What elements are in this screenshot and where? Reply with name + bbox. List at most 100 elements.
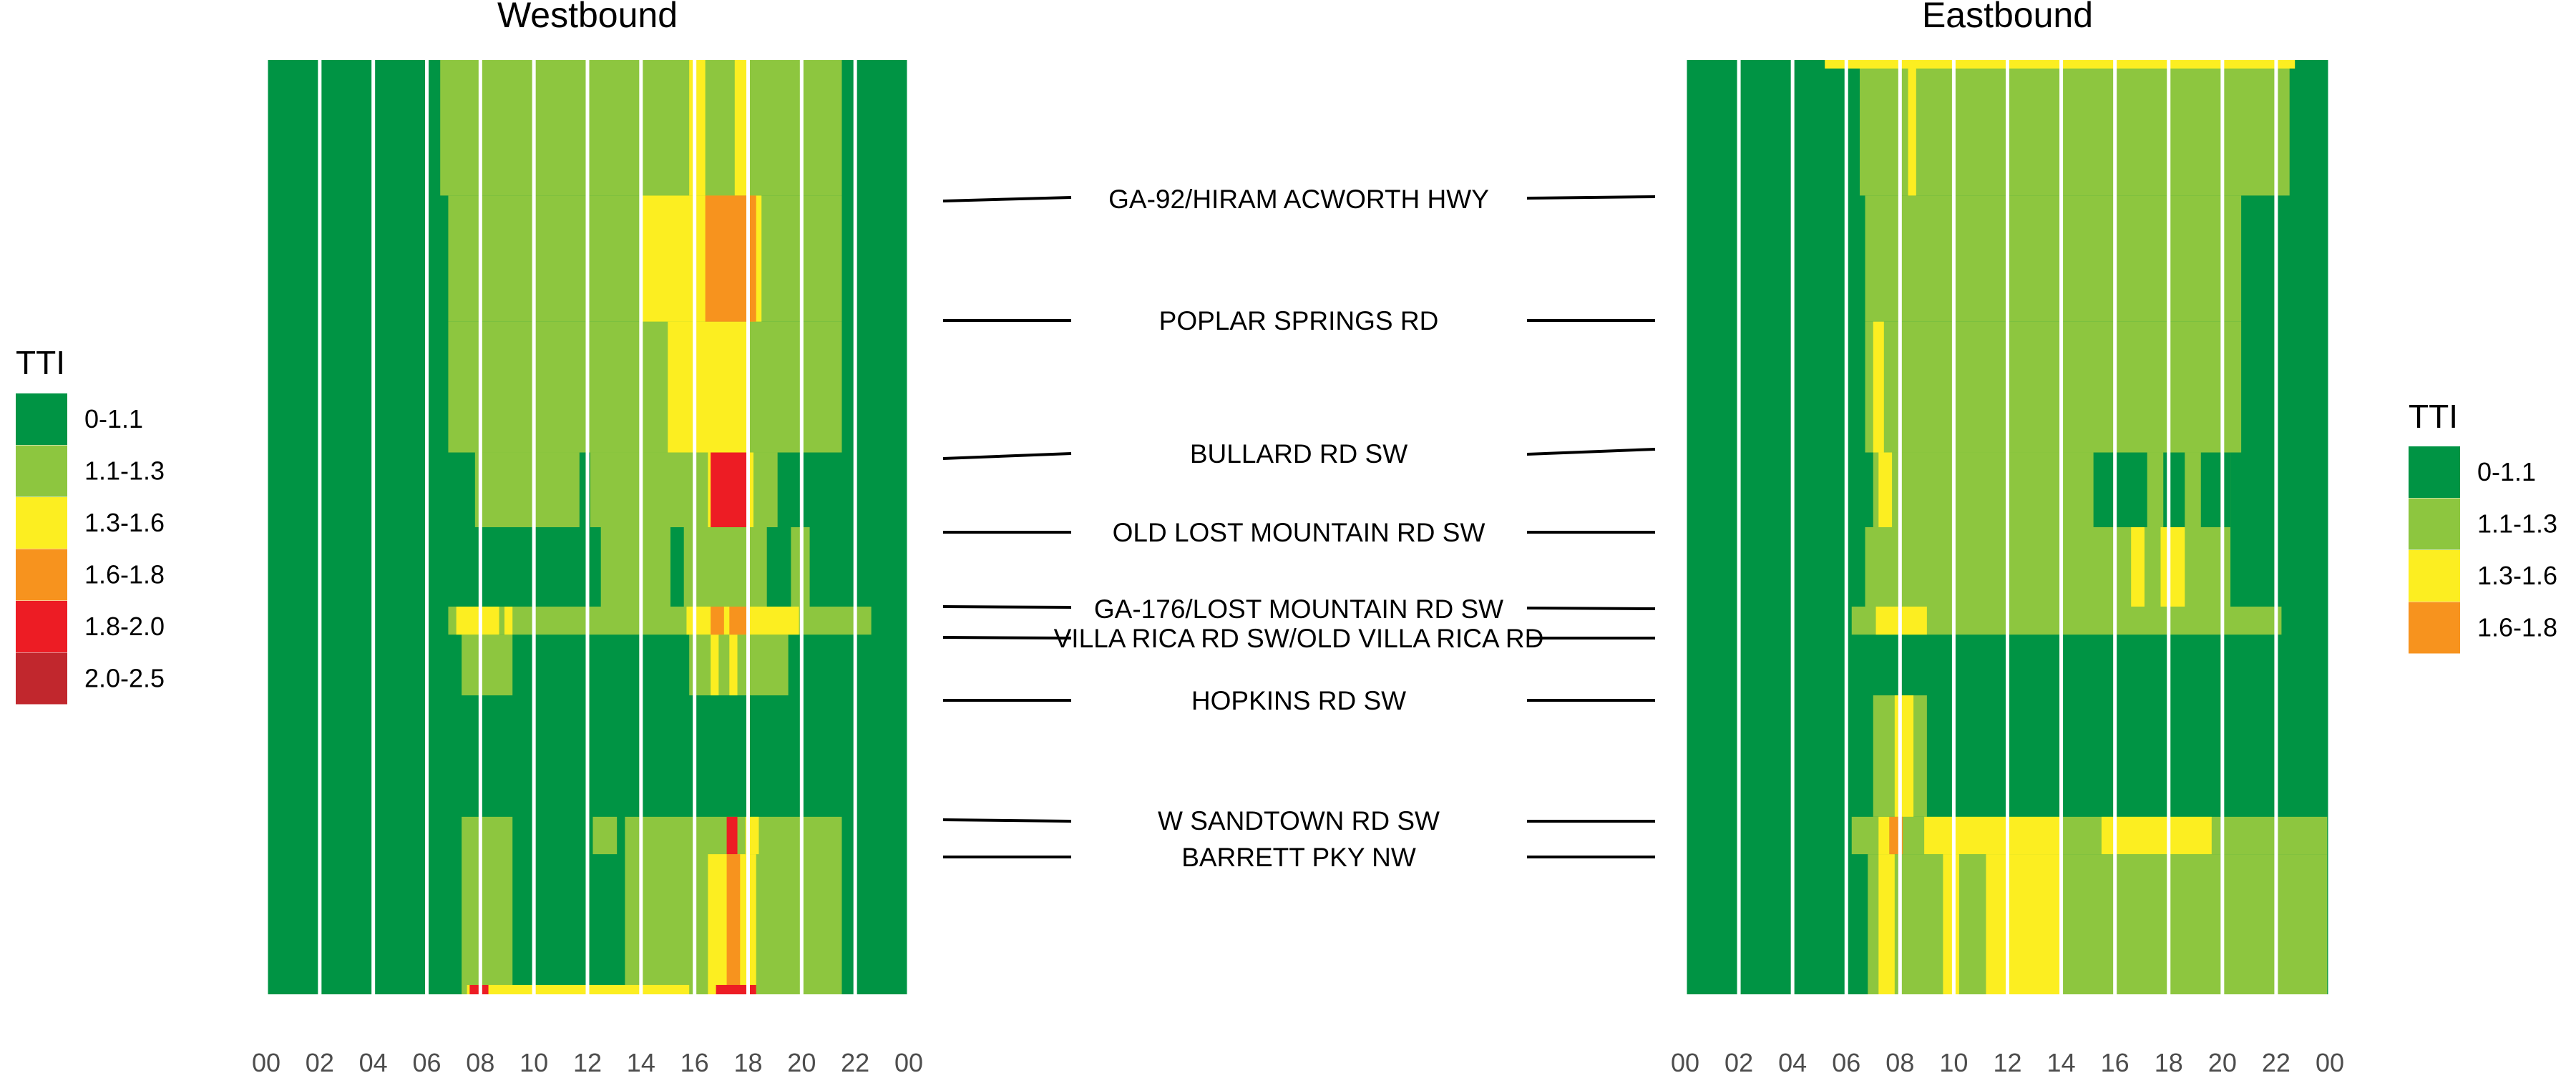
road-label: POPLAR SPRINGS RD: [1159, 306, 1439, 335]
x-tick-label: 00: [252, 1048, 280, 1073]
heatmap-cell: [1986, 854, 2062, 994]
legend-swatch: [16, 652, 67, 705]
heatmap-cell: [592, 816, 618, 855]
heatmap-cell: [1851, 816, 2328, 855]
x-tick-label: 04: [359, 1048, 388, 1073]
legend-label: 1.3-1.6: [2477, 561, 2557, 590]
x-tick-label: 12: [1993, 1048, 2021, 1073]
heatmap-cell: [668, 321, 748, 453]
panel-title: Westbound: [497, 0, 678, 35]
x-tick-label: 04: [1778, 1048, 1807, 1073]
heatmap-cell: [474, 452, 580, 527]
x-tick-label: 10: [1939, 1048, 1968, 1073]
heatmap-cell: [2200, 452, 2231, 527]
x-tick-label: 18: [2155, 1048, 2183, 1073]
heatmap-cell: [711, 607, 724, 635]
heatmap-cell: [716, 984, 756, 994]
heatmap-cell: [726, 854, 741, 994]
road-label: GA-92/HIRAM ACWORTH HWY: [1108, 185, 1489, 214]
road-leader-line-left: [942, 452, 1072, 460]
x-tick-label: 14: [627, 1048, 655, 1073]
road-leader-line-right: [1526, 195, 1656, 200]
heatmap-cell: [462, 816, 513, 994]
legend-label: 1.8-2.0: [84, 612, 165, 641]
x-tick-label: 16: [680, 1048, 709, 1073]
legend-label: 0-1.1: [84, 404, 143, 433]
heatmap-cell: [1868, 854, 2328, 994]
heatmap-cell: [448, 321, 842, 453]
heatmap-cell: [2093, 452, 2147, 527]
legend-swatch: [16, 393, 67, 445]
heatmap-cell: [734, 60, 748, 196]
road-label: OLD LOST MOUNTAIN RD SW: [1113, 518, 1485, 547]
heatmap-cell: [1878, 816, 1890, 855]
heatmap-cell: [729, 607, 748, 635]
heatmap-cell: [2131, 527, 2145, 607]
legend-swatch: [2409, 550, 2460, 602]
road-leader-line-left: [942, 818, 1072, 823]
x-tick-label: 08: [466, 1048, 494, 1073]
road-label: BARRETT PKY NW: [1181, 843, 1416, 872]
heatmap-cell: [689, 60, 706, 196]
heatmap-cell: [1860, 60, 2290, 196]
legend-swatch: [2409, 602, 2460, 654]
legend-title: TTI: [16, 344, 65, 381]
x-tick-label: 06: [412, 1048, 441, 1073]
legend-swatch: [16, 445, 67, 497]
x-tick-label: 16: [2101, 1048, 2129, 1073]
legend-swatch: [16, 601, 67, 652]
legend-label: 2.0-2.5: [84, 664, 165, 693]
x-tick-label: 00: [2316, 1048, 2344, 1073]
heatmap-panel-westbound: [264, 60, 911, 994]
legend-label: 1.1-1.3: [2477, 509, 2557, 539]
x-tick-label: 22: [841, 1048, 869, 1073]
legend-swatch: [16, 497, 67, 549]
x-tick-label: 02: [1724, 1048, 1753, 1073]
heatmap-cell: [689, 635, 789, 696]
legend-label: 1.3-1.6: [84, 508, 165, 537]
heatmap-cell: [462, 635, 513, 696]
heatmap-cell: [711, 452, 748, 527]
road-leader-line-left: [942, 196, 1072, 202]
x-tick-label: 10: [519, 1048, 548, 1073]
heatmap-cell: [1894, 695, 1914, 817]
x-tick-label: 00: [894, 1048, 923, 1073]
x-tick-label: 20: [2208, 1048, 2237, 1073]
road-label: BULLARD RD SW: [1190, 439, 1407, 469]
x-tick-label: 20: [787, 1048, 816, 1073]
road-label: GA-176/LOST MOUNTAIN RD SW: [1094, 594, 1503, 624]
heatmap-cell: [729, 635, 738, 696]
heatmap-cell: [711, 635, 719, 696]
heatmap-cell: [600, 527, 670, 607]
heatmap-cell: [1873, 321, 1884, 453]
road-leader-line-left: [942, 636, 1072, 640]
heatmap-cell: [726, 816, 738, 855]
panel-title: Eastbound: [1922, 0, 2093, 35]
heatmap-cell: [456, 607, 499, 635]
x-tick-label: 14: [2047, 1048, 2076, 1073]
heatmap-cell: [2101, 816, 2212, 855]
heatmap-cell: [504, 607, 513, 635]
legend-swatch: [2409, 446, 2460, 498]
heatmap-cell: [1878, 854, 1895, 994]
legend-label: 1.6-1.8: [2477, 613, 2557, 642]
x-tick-label: 18: [733, 1048, 762, 1073]
heatmap-cell: [2163, 452, 2185, 527]
road-label: HOPKINS RD SW: [1191, 686, 1406, 715]
heatmap-cell: [683, 527, 767, 607]
road-leader-line-right: [1526, 448, 1656, 456]
legend-swatch: [16, 549, 67, 601]
heatmap-cell: [1878, 452, 1893, 527]
road-label: W SANDTOWN RD SW: [1158, 806, 1440, 836]
road-leader-line-right: [1526, 607, 1656, 610]
heatmap-cell: [467, 984, 690, 994]
heatmap-cell: [1924, 816, 2062, 855]
heatmap-cell: [1908, 60, 1916, 196]
heatmap-cell: [1865, 321, 2242, 453]
legend-label: 1.1-1.3: [84, 456, 165, 486]
legend-label: 0-1.1: [2477, 457, 2536, 486]
x-tick-label: 06: [1832, 1048, 1860, 1073]
x-tick-label: 12: [573, 1048, 602, 1073]
road-label: VILLA RICA RD SW/OLD VILLA RICA RD: [1054, 624, 1544, 653]
